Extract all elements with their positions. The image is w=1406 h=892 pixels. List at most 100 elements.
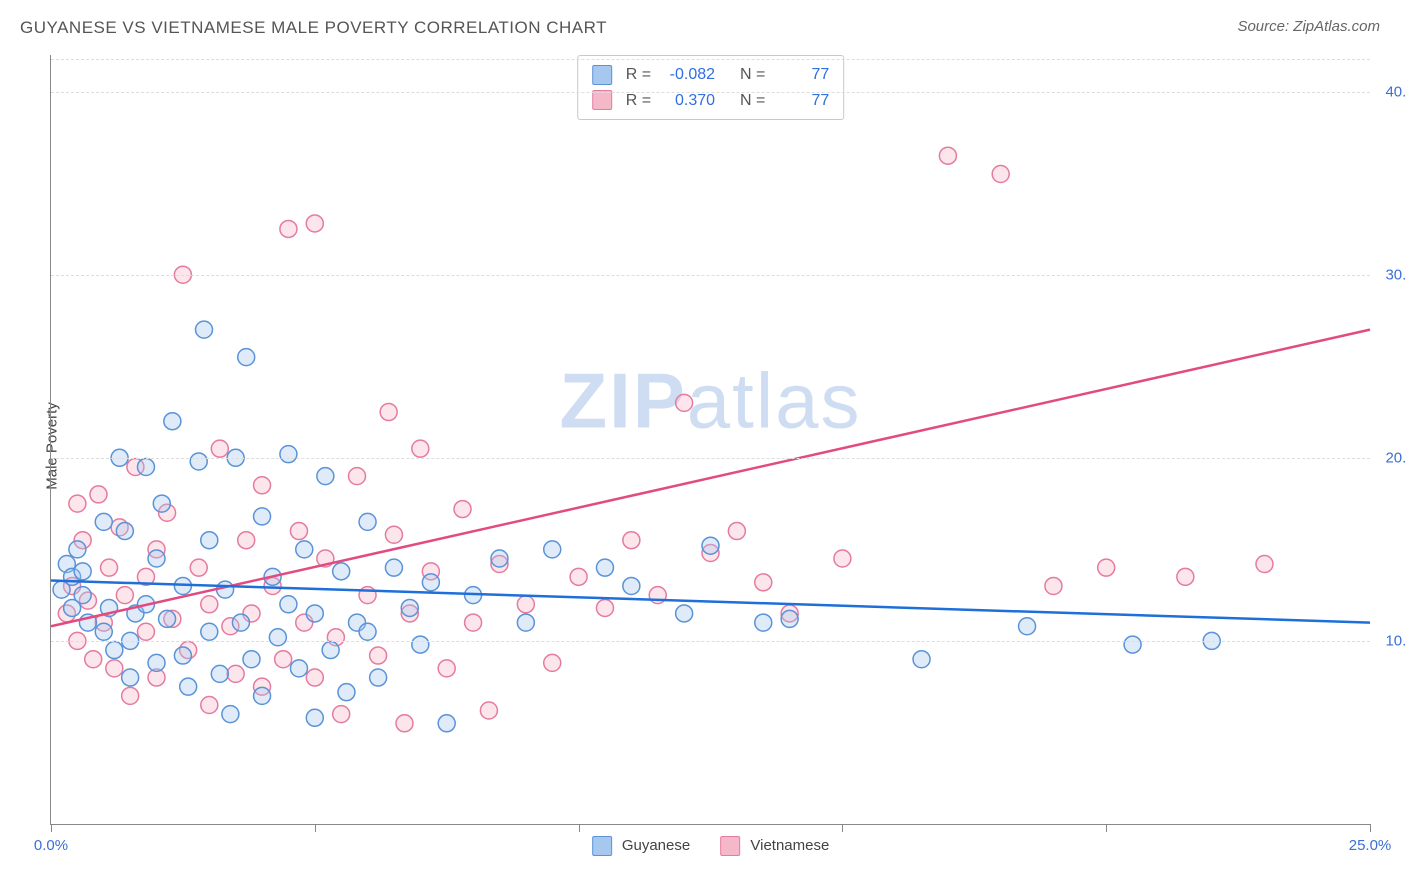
scatter-point (106, 660, 123, 677)
scatter-point (359, 623, 376, 640)
scatter-point (623, 532, 640, 549)
legend-r-label: R = (626, 62, 651, 88)
trend-line (51, 330, 1370, 627)
swatch-vietnamese-icon (720, 836, 740, 856)
scatter-point (333, 706, 350, 723)
scatter-point (338, 684, 355, 701)
scatter-point (596, 559, 613, 576)
scatter-point (438, 715, 455, 732)
scatter-point (106, 642, 123, 659)
scatter-point (465, 614, 482, 631)
scatter-point (148, 550, 165, 567)
scatter-point (306, 709, 323, 726)
scatter-point (755, 614, 772, 631)
scatter-point (702, 537, 719, 554)
scatter-point (781, 610, 798, 627)
legend-n-guyanese: 77 (773, 62, 829, 88)
scatter-point (992, 166, 1009, 183)
scatter-point (412, 440, 429, 457)
scatter-point (438, 660, 455, 677)
scatter-point (201, 696, 218, 713)
scatter-point (280, 446, 297, 463)
scatter-point (275, 651, 292, 668)
scatter-point (333, 563, 350, 580)
scatter-point (90, 486, 107, 503)
scatter-point (317, 468, 334, 485)
scatter-point (370, 647, 387, 664)
scatter-point (385, 526, 402, 543)
scatter-point (596, 599, 613, 616)
scatter-point (280, 596, 297, 613)
legend-label-guyanese: Guyanese (622, 837, 690, 854)
scatter-point (69, 495, 86, 512)
scatter-point (913, 651, 930, 668)
scatter-point (254, 687, 271, 704)
scatter-point (174, 647, 191, 664)
legend-row-guyanese: R = -0.082 N = 77 (592, 62, 830, 88)
scatter-point (243, 651, 260, 668)
scatter-point (211, 440, 228, 457)
scatter-point (1177, 568, 1194, 585)
legend-label-vietnamese: Vietnamese (750, 837, 829, 854)
legend-item-guyanese: Guyanese (592, 836, 691, 856)
scatter-point (74, 563, 91, 580)
scatter-point (401, 599, 418, 616)
gridline (51, 641, 1370, 642)
scatter-point (306, 605, 323, 622)
scatter-point (190, 453, 207, 470)
scatter-point (159, 610, 176, 627)
y-tick-label: 10.0% (1385, 632, 1406, 649)
scatter-point (1019, 618, 1036, 635)
scatter-point (290, 523, 307, 540)
x-axis-legend: Guyanese Vietnamese (592, 836, 830, 856)
x-tick (1106, 824, 1107, 832)
scatter-point (296, 541, 313, 558)
scatter-point (74, 587, 91, 604)
scatter-point (180, 678, 197, 695)
plot-area: ZIPatlas R = -0.082 N = 77 R = 0.370 N =… (50, 55, 1370, 825)
scatter-point (238, 349, 255, 366)
scatter-point (370, 669, 387, 686)
scatter-point (254, 508, 271, 525)
scatter-point (116, 523, 133, 540)
scatter-point (122, 669, 139, 686)
scatter-point (211, 665, 228, 682)
scatter-point (122, 687, 139, 704)
scatter-point (834, 550, 851, 567)
scatter-point (454, 501, 471, 518)
scatter-point (269, 629, 286, 646)
scatter-point (201, 596, 218, 613)
scatter-point (396, 715, 413, 732)
y-tick-label: 20.0% (1385, 449, 1406, 466)
scatter-point (1124, 636, 1141, 653)
scatter-point (85, 651, 102, 668)
scatter-point (676, 394, 693, 411)
swatch-guyanese-icon (592, 836, 612, 856)
scatter-point (306, 669, 323, 686)
gridline (51, 92, 1370, 93)
scatter-point (232, 614, 249, 631)
scatter-point (385, 559, 402, 576)
swatch-guyanese-icon (592, 65, 612, 85)
x-tick (1370, 824, 1371, 832)
y-tick-label: 40.0% (1385, 83, 1406, 100)
scatter-point (306, 215, 323, 232)
scatter-point (1045, 577, 1062, 594)
scatter-point (1098, 559, 1115, 576)
scatter-point (95, 513, 112, 530)
legend-r-guyanese: -0.082 (659, 62, 715, 88)
scatter-point (227, 665, 244, 682)
scatter-point (623, 577, 640, 594)
scatter-point (148, 654, 165, 671)
scatter-point (280, 220, 297, 237)
scatter-point (164, 413, 181, 430)
scatter-point (491, 550, 508, 567)
chart-title: GUYANESE VS VIETNAMESE MALE POVERTY CORR… (20, 18, 607, 38)
scatter-point (190, 559, 207, 576)
scatter-point (755, 574, 772, 591)
scatter-point (137, 623, 154, 640)
scatter-point (95, 623, 112, 640)
scatter-point (480, 702, 497, 719)
legend-n-label: N = (740, 62, 765, 88)
scatter-point (254, 477, 271, 494)
